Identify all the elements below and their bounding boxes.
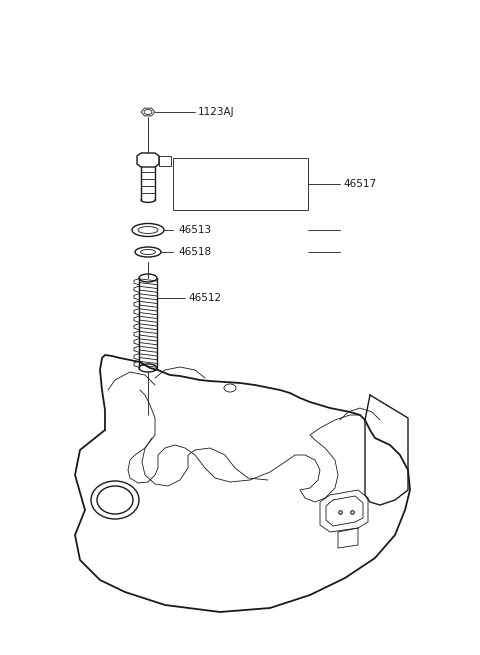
Text: 46518: 46518: [178, 247, 211, 257]
Text: 1123AJ: 1123AJ: [198, 107, 235, 117]
Text: 46517: 46517: [343, 179, 376, 189]
Text: 46513: 46513: [178, 225, 211, 235]
Text: 46512: 46512: [188, 293, 221, 303]
